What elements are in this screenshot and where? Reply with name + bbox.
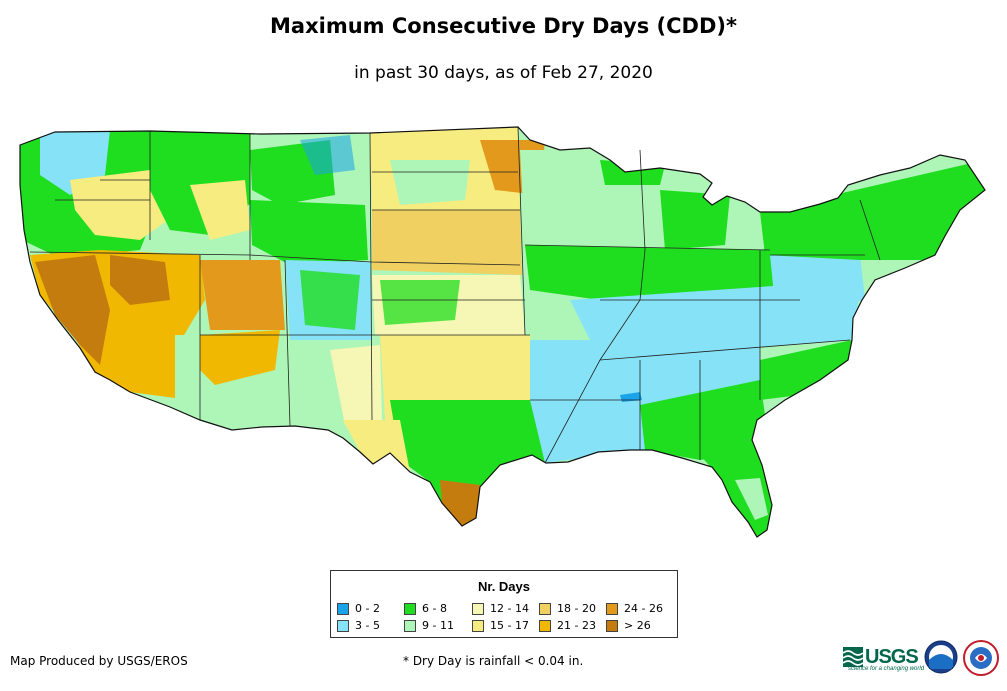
legend-label: 9 - 11	[422, 619, 454, 632]
border-line	[859, 199, 881, 261]
region-cal-coast	[35, 255, 110, 365]
legend-swatch	[606, 602, 618, 615]
usgs-wave-icon	[843, 647, 863, 667]
us-map-svg	[19, 126, 986, 538]
legend-label: 3 - 5	[355, 619, 380, 632]
dry-day-footnote: * Dry Day is rainfall < 0.04 in.	[403, 654, 584, 668]
legend-item: 9 - 11	[404, 619, 454, 632]
map-title: Maximum Consecutive Dry Days (CDD)*	[270, 14, 737, 38]
region-nevada-w	[110, 255, 170, 305]
region-nd-west	[390, 160, 470, 205]
legend-item: 12 - 14	[472, 602, 529, 615]
region-florida-south	[735, 478, 768, 520]
region-nebraska	[372, 210, 522, 275]
legend-swatch	[404, 602, 416, 615]
region-arizona-n	[200, 330, 280, 385]
legend: Nr. Days 0 - 2 3 - 5 6 - 8 9 - 11 12 - 1…	[330, 570, 678, 638]
producer-credit: Map Produced by USGS/EROS	[10, 654, 188, 668]
legend-label: 12 - 14	[490, 602, 529, 615]
legend-swatch	[337, 602, 349, 615]
region-midwest-belt	[525, 245, 775, 300]
legend-item: 18 - 20	[539, 602, 596, 615]
legend-item: 0 - 2	[337, 602, 380, 615]
legend-item: 3 - 5	[337, 619, 380, 632]
us-map	[19, 126, 986, 538]
legend-swatch	[606, 619, 618, 632]
region-texas-south	[440, 480, 480, 526]
legend-title: Nr. Days	[477, 579, 531, 594]
legend-label: 18 - 20	[557, 602, 596, 615]
map-subtitle: in past 30 days, as of Feb 27, 2020	[354, 63, 653, 83]
legend-item: 15 - 17	[472, 619, 529, 632]
region-upper-peninsula	[600, 160, 665, 185]
legend-swatch	[539, 602, 551, 615]
state-borders	[29, 126, 881, 464]
legend-label: 6 - 8	[422, 602, 447, 615]
legend-label: 0 - 2	[355, 602, 380, 615]
region-idaho-s	[190, 180, 250, 240]
border-line	[599, 339, 851, 361]
region-alabama-blue	[620, 392, 642, 402]
border-line	[29, 251, 521, 266]
legend-swatch	[539, 619, 551, 632]
region-texas-west	[343, 420, 410, 472]
usgs-logo: USGS	[843, 642, 919, 672]
region-kansas-green	[380, 280, 460, 325]
legend-item: 6 - 8	[404, 602, 447, 615]
usgs-logo-text: USGS	[865, 645, 919, 668]
region-utah	[200, 260, 285, 330]
region-or-interior	[70, 170, 175, 240]
region-montana-blue	[300, 135, 355, 175]
region-colorado-green	[300, 270, 360, 330]
legend-label: 24 - 26	[624, 602, 663, 615]
legend-swatch	[472, 619, 484, 632]
legend-swatch	[404, 619, 416, 632]
legend-item: 21 - 23	[539, 619, 596, 632]
legend-swatch	[337, 619, 349, 632]
region-northeast	[760, 160, 985, 260]
region-minn-wisc	[520, 150, 650, 245]
cdd-fill-layer	[20, 127, 985, 537]
border-line	[284, 259, 291, 427]
noaa-logo-icon	[924, 640, 958, 674]
border-line	[524, 244, 771, 251]
legend-item: > 26	[606, 619, 651, 632]
legend-label: > 26	[624, 619, 651, 632]
region-texas-east	[390, 400, 545, 526]
border-line	[369, 132, 373, 421]
region-michigan	[660, 190, 730, 250]
legend-label: 15 - 17	[490, 619, 529, 632]
region-carolinas	[760, 340, 852, 400]
legend-label: 21 - 23	[557, 619, 596, 632]
legend-swatch	[472, 602, 484, 615]
region-pennsylvania	[770, 255, 865, 310]
region-wyoming	[250, 200, 368, 265]
region-nm-east	[330, 345, 382, 425]
legend-item: 24 - 26	[606, 602, 663, 615]
nws-logo-icon	[963, 640, 999, 676]
region-georgia-green	[640, 380, 770, 460]
usgs-tagline: science for a changing world	[848, 666, 925, 672]
region-oklahoma	[380, 335, 540, 420]
